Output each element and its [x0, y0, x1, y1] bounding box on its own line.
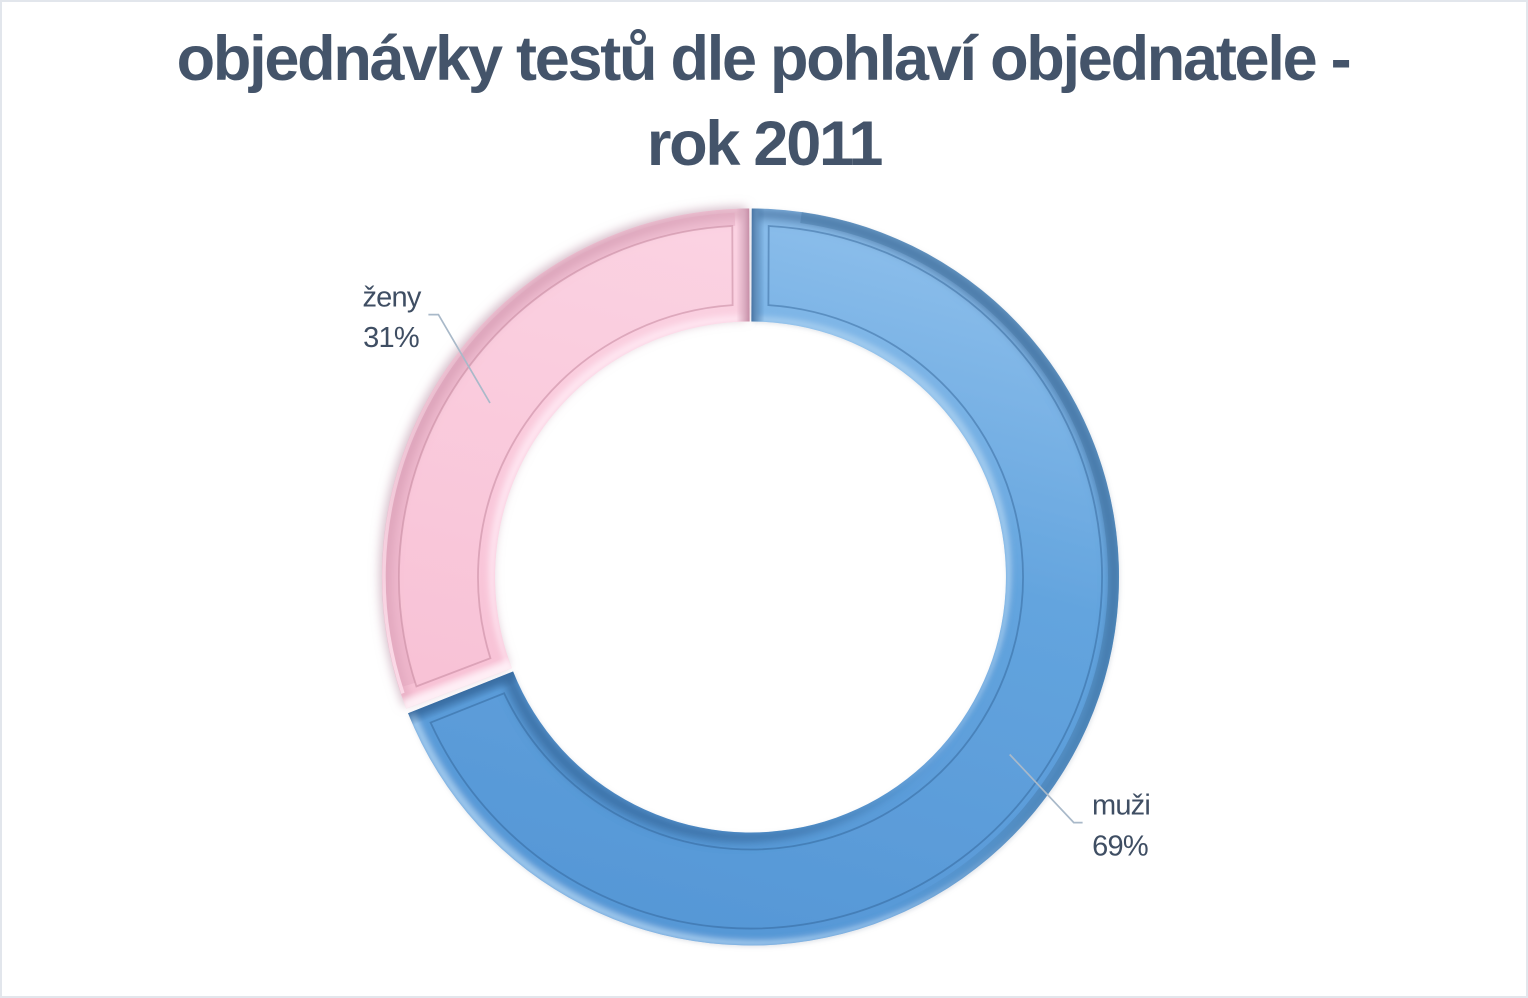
svg-text:rok 2011: rok 2011 [647, 109, 882, 179]
svg-text:69%: 69% [1092, 831, 1148, 863]
svg-text:objednávky testů dle pohlaví o: objednávky testů dle pohlaví objednatele… [177, 24, 1350, 94]
svg-text:muži: muži [1092, 790, 1150, 822]
svg-text:31%: 31% [363, 322, 419, 354]
svg-text:ženy: ženy [362, 282, 421, 314]
